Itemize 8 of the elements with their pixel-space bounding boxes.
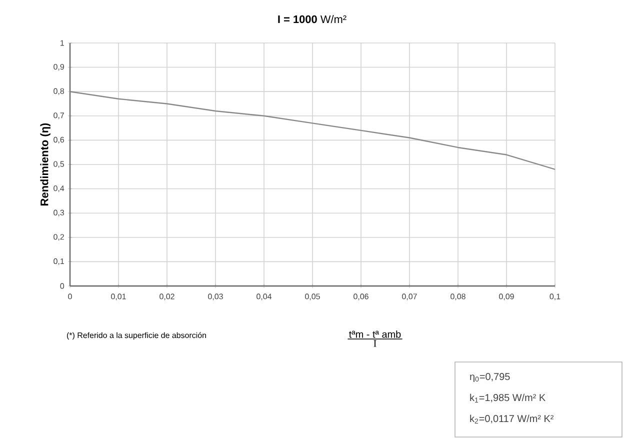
text: I (374, 340, 376, 347)
text: k$_{2}$=0,0117 W/m² K² (470, 414, 554, 424)
text: η$_{0}$=0,795 (470, 373, 510, 382)
line-series (70, 90, 556, 170)
x-axis-title: tªm - tª amb (349, 330, 401, 338)
text: k$_{1}$=1,985 W/m² K (470, 394, 546, 402)
y-axis-title: Rendimiento (η) (40, 123, 50, 206)
chart-title: I = 1000 W/m² (278, 15, 346, 24)
